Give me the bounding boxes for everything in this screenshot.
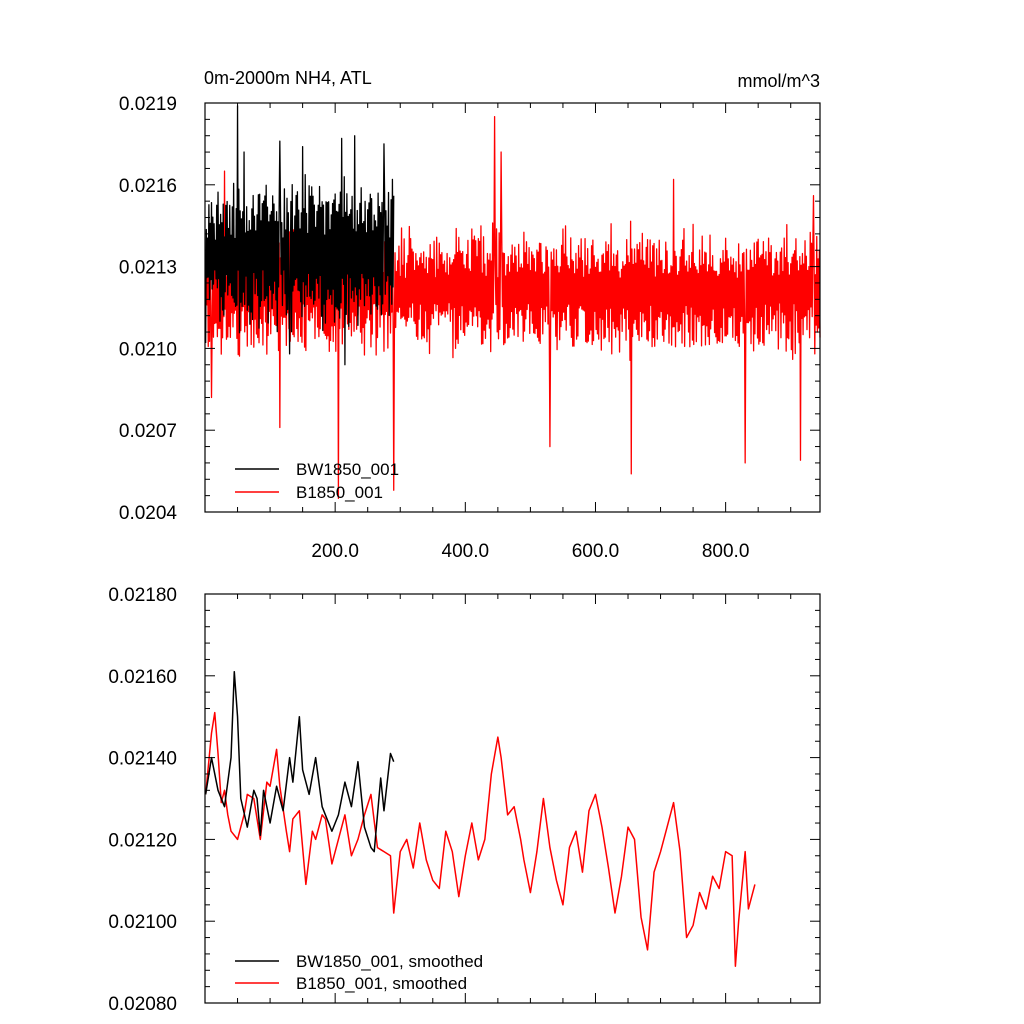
- top-y-tick-label: 0.0219: [119, 94, 177, 115]
- bottom-y-tick-label: 0.02160: [108, 667, 177, 688]
- bottom-panel: 0.02080 0.02100 0.02120 0.02140 0.02160 0.021…: [108, 585, 821, 1015]
- top-x-tick-label: 800.0: [702, 541, 750, 562]
- top-legend: BW1850_001 B1850_001: [235, 460, 399, 502]
- bottom-y-tick-label: 0.02180: [108, 585, 177, 606]
- legend-label-b1850: B1850_001: [296, 483, 383, 502]
- bottom-plot-area: [204, 670, 756, 967]
- top-axis-frame: [204, 102, 821, 513]
- top-plot-area: [205, 105, 821, 500]
- top-y-tick-label: 0.0207: [119, 421, 177, 442]
- legend-label-bw1850-smoothed: BW1850_001, smoothed: [296, 952, 483, 971]
- bottom-legend: BW1850_001, smoothed B1850_001, smoothed: [235, 952, 483, 993]
- bottom-y-tick-label: 0.02140: [108, 749, 177, 770]
- bottom-y-tick-label: 0.02120: [108, 830, 177, 851]
- bottom-axis-frame: [204, 593, 821, 1004]
- bottom-axis-ticks: [204, 593, 820, 1004]
- top-y-tick-labels: 0.0204 0.0207 0.0210 0.0213 0.0216 0.0219: [119, 94, 178, 524]
- panel-title: 0m-2000m NH4, ATL: [204, 68, 372, 88]
- panel-units: mmol/m^3: [738, 71, 820, 91]
- top-panel: 0m-2000m NH4, ATL mmol/m^3 0.02040.02070…: [119, 68, 821, 562]
- bottom-y-tick-labels: 0.02080 0.02100 0.02120 0.02140 0.02160 0.021…: [108, 585, 177, 1015]
- series-line-b1850-001: [205, 115, 821, 500]
- top-x-tick-label: 400.0: [442, 541, 490, 562]
- top-y-tick-label: 0.0213: [119, 258, 177, 279]
- legend-label-bw1850: BW1850_001: [296, 460, 399, 479]
- top-x-tick-labels: 200.0 400.0 600.0 800.0: [311, 541, 749, 562]
- top-y-tick-label: 0.0204: [119, 503, 178, 524]
- series-line-bw1850-001: [205, 105, 395, 366]
- legend-label-b1850-smoothed: B1850_001, smoothed: [296, 974, 467, 993]
- top-y-tick-label: 0.0216: [119, 176, 177, 197]
- bottom-y-tick-label: 0.02080: [108, 994, 177, 1015]
- bottom-y-tick-label: 0.02100: [108, 912, 177, 933]
- top-x-tick-label: 200.0: [311, 541, 359, 562]
- series-line-bw1850-001-smoothed: [204, 670, 395, 853]
- top-y-tick-label: 0.0210: [119, 339, 177, 360]
- series-line-b1850-001-smoothed: [204, 711, 756, 967]
- top-axis-ticks: [204, 102, 820, 513]
- top-x-tick-label: 600.0: [572, 541, 620, 562]
